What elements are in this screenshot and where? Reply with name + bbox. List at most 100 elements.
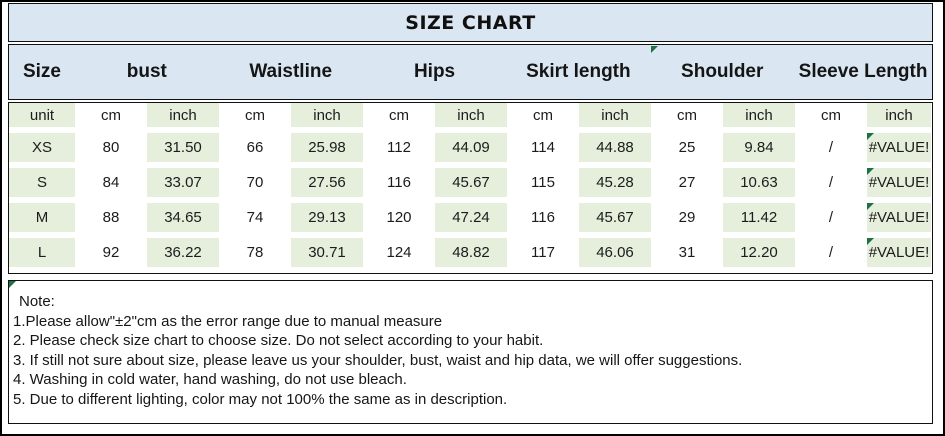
error-indicator-icon [9, 281, 16, 288]
measurement-cell: 46.06 [579, 232, 651, 272]
error-value-cell: #VALUE! [867, 232, 931, 272]
measurement-cell: 114 [507, 127, 579, 162]
measurement-cell: 9.84 [723, 127, 795, 162]
size-label-cell: L [9, 232, 75, 272]
table-row-xs: XS 80 31.50 66 25.98 112 44.09 114 44.88… [9, 127, 931, 162]
measurement-cell: / [795, 127, 867, 162]
unit-inch-cell: inch [435, 103, 507, 127]
column-header-waistline: Waistline [249, 61, 333, 82]
measurement-cell: 88 [75, 197, 147, 232]
measurement-cell: / [795, 197, 867, 232]
measurement-cell: 44.09 [435, 127, 507, 162]
measurement-cell: 80 [75, 127, 147, 162]
error-value-label: #VALUE! [868, 209, 930, 226]
size-label-cell: XS [9, 127, 75, 162]
measurement-cell: 27 [651, 162, 723, 197]
unit-row: unit cm inch cm inch cm inch cm inch cm … [9, 103, 931, 127]
error-indicator-icon [651, 46, 659, 53]
notes-section: Note: 1.Please allow"±2"cm as the error … [8, 280, 933, 424]
measurement-cell: 36.22 [147, 232, 219, 272]
note-line-5: 5. Due to different lighting, color may … [13, 390, 508, 408]
error-value-cell: #VALUE! [867, 162, 931, 197]
size-table-body: unit cm inch cm inch cm inch cm inch cm … [8, 102, 933, 274]
page-title: SIZE CHART [405, 11, 536, 34]
size-label-cell: S [9, 162, 75, 197]
measurement-cell: 29.13 [291, 197, 363, 232]
measurement-cell: 31.50 [147, 127, 219, 162]
measurement-cell: 12.20 [723, 232, 795, 272]
unit-inch-cell: inch [579, 103, 651, 127]
column-header-shoulder-label: Shoulder [681, 61, 764, 82]
measurement-cell: 66 [219, 127, 291, 162]
note-line-3: 3. If still not sure about size, please … [13, 351, 743, 369]
notes-heading: Note: [19, 293, 55, 310]
unit-inch-cell: inch [291, 103, 363, 127]
size-table: unit cm inch cm inch cm inch cm inch cm … [9, 103, 931, 272]
table-row-l: L 92 36.22 78 30.71 124 48.82 117 46.06 … [9, 232, 931, 272]
measurement-cell: 116 [363, 162, 435, 197]
table-row-s: S 84 33.07 70 27.56 116 45.67 115 45.28 … [9, 162, 931, 197]
error-indicator-icon [867, 168, 874, 175]
unit-cm-cell: cm [795, 103, 867, 127]
measurement-cell: 33.07 [147, 162, 219, 197]
measurement-cell: 30.71 [291, 232, 363, 272]
column-header-bust: bust [126, 61, 167, 82]
measurement-cell: 115 [507, 162, 579, 197]
measurement-cell: 70 [219, 162, 291, 197]
note-line-4: 4. Washing in cold water, hand washing, … [13, 371, 407, 388]
note-line-1: 1.Please allow"±2"cm as the error range … [13, 312, 443, 330]
measurement-cell: / [795, 162, 867, 197]
measurement-cell: 34.65 [147, 197, 219, 232]
error-value-label: #VALUE! [868, 174, 930, 191]
measurement-cell: 112 [363, 127, 435, 162]
error-indicator-icon [867, 238, 874, 245]
column-header-skirt-length: Skirt length [526, 61, 631, 82]
measurement-cell: 124 [363, 232, 435, 272]
table-header: Size bust Waistline Hips Skirt length Sh… [8, 44, 933, 100]
unit-label-cell: unit [9, 103, 75, 127]
measurement-cell: 11.42 [723, 197, 795, 232]
column-header-sleeve-length: Sleeve Length [798, 61, 928, 82]
unit-inch-cell: inch [867, 103, 931, 127]
measurement-cell: 31 [651, 232, 723, 272]
error-value-cell: #VALUE! [867, 127, 931, 162]
measurement-cell: 45.28 [579, 162, 651, 197]
unit-cm-cell: cm [651, 103, 723, 127]
measurement-cell: 25 [651, 127, 723, 162]
measurement-cell: 74 [219, 197, 291, 232]
title-bar: SIZE CHART [8, 3, 933, 42]
measurement-cell: 47.24 [435, 197, 507, 232]
size-label-cell: M [9, 197, 75, 232]
column-header-shoulder: Shoulder [650, 45, 794, 99]
column-header-size: Size [22, 61, 61, 82]
measurement-cell: / [795, 232, 867, 272]
measurement-cell: 78 [219, 232, 291, 272]
measurement-cell: 10.63 [723, 162, 795, 197]
unit-inch-cell: inch [723, 103, 795, 127]
error-value-cell: #VALUE! [867, 197, 931, 232]
measurement-cell: 45.67 [579, 197, 651, 232]
measurement-cell: 29 [651, 197, 723, 232]
measurement-cell: 92 [75, 232, 147, 272]
unit-cm-cell: cm [507, 103, 579, 127]
measurement-cell: 84 [75, 162, 147, 197]
measurement-cell: 45.67 [435, 162, 507, 197]
unit-cm-cell: cm [219, 103, 291, 127]
measurement-cell: 48.82 [435, 232, 507, 272]
measurement-cell: 120 [363, 197, 435, 232]
measurement-cell: 44.88 [579, 127, 651, 162]
note-line-2: 2. Please check size chart to choose siz… [13, 332, 544, 349]
measurement-cell: 117 [507, 232, 579, 272]
unit-inch-cell: inch [147, 103, 219, 127]
measurement-cell: 25.98 [291, 127, 363, 162]
error-indicator-icon [867, 203, 874, 210]
measurement-cell: 27.56 [291, 162, 363, 197]
error-value-label: #VALUE! [868, 244, 930, 261]
unit-cm-cell: cm [363, 103, 435, 127]
column-header-hips: Hips [413, 61, 456, 82]
table-row-m: M 88 34.65 74 29.13 120 47.24 116 45.67 … [9, 197, 931, 232]
error-indicator-icon [867, 133, 874, 140]
measurement-cell: 116 [507, 197, 579, 232]
error-value-label: #VALUE! [868, 139, 930, 156]
